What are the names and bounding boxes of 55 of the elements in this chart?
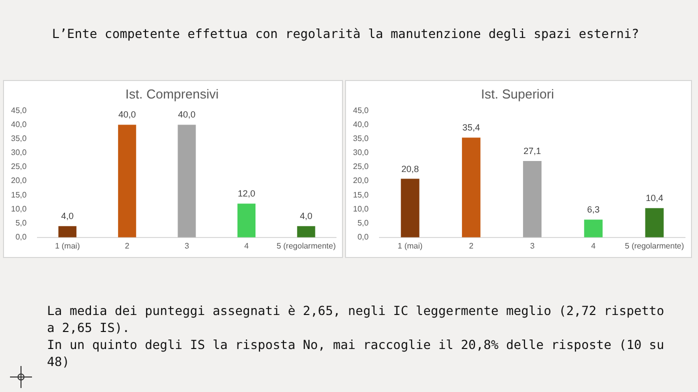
data-label: 40,0 (178, 110, 196, 120)
bar (118, 124, 136, 238)
y-tick-label: 40,0 (10, 120, 28, 129)
data-label: 10,4 (646, 193, 664, 204)
data-label: 4,0 (61, 211, 74, 222)
y-tick-label: 10,0 (10, 204, 28, 214)
bar (58, 226, 76, 238)
y-tick-label: 30,0 (10, 148, 28, 158)
y-tick-label: 35,0 (10, 134, 28, 143)
bar (178, 124, 196, 238)
y-tick-label: 0,0 (15, 232, 28, 242)
y-tick-label: 25,0 (10, 162, 28, 172)
bar (297, 226, 316, 238)
y-tick-label: 15,0 (352, 190, 370, 200)
y-tick-label: 10,0 (352, 204, 370, 214)
x-tick-label: 4 (244, 241, 250, 250)
bar (523, 161, 542, 238)
x-tick-label: 1 (mai) (398, 241, 423, 250)
data-label: 35,4 (462, 122, 480, 133)
data-label: 12,0 (238, 188, 256, 199)
x-tick-label: 5 (regolarmente) (624, 241, 684, 250)
y-tick-label: 20,0 (352, 176, 370, 186)
x-tick-label: 2 (124, 241, 130, 250)
bar (462, 138, 480, 238)
text: L’Ente competente effettua con regolarità la manutenzione degli spazi esterni? (52, 26, 639, 41)
x-tick-label: 5 (regolarmente) (276, 241, 336, 250)
data-label: 40,0 (118, 110, 136, 120)
x-tick-label: 3 (530, 241, 536, 250)
y-tick-label: 0,0 (357, 232, 370, 242)
y-tick-label: 5,0 (357, 218, 370, 228)
y-tick-label: 45,0 (352, 106, 370, 115)
x-tick-label: 1 (mai) (54, 241, 80, 250)
y-tick-label: 35,0 (352, 134, 370, 143)
x-tick-label: 3 (184, 241, 190, 250)
chart-title: Ist. Superiori (481, 86, 554, 102)
x-tick-label: 2 (468, 241, 474, 250)
bar (645, 208, 664, 238)
text: La media dei punteggi assegnati è 2,65, negli IC leggermente meglio (2,72 rispetto a 2,65 IS). (47, 302, 666, 336)
y-tick-label: 25,0 (352, 162, 370, 172)
data-label: 6,3 (587, 204, 600, 215)
bar (400, 178, 420, 238)
data-label: 4,0 (300, 211, 312, 222)
y-tick-label: 5,0 (15, 218, 28, 228)
x-tick-label: 4 (591, 241, 596, 250)
data-label: 27,1 (524, 146, 542, 156)
bar (584, 220, 603, 238)
y-tick-label: 45,0 (10, 106, 28, 115)
y-tick-label: 15,0 (10, 190, 28, 200)
y-tick-label: 40,0 (352, 120, 370, 129)
chart-title: Ist. Comprensivi (125, 86, 219, 102)
y-tick-label: 30,0 (352, 148, 370, 158)
data-label: 20,8 (401, 164, 419, 174)
y-tick-label: 20,0 (10, 176, 28, 186)
bar (237, 204, 256, 238)
text: In un quinto degli IS la risposta No, mai raccoglie il 20,8% delle risposte (10 su 48) (47, 336, 666, 370)
